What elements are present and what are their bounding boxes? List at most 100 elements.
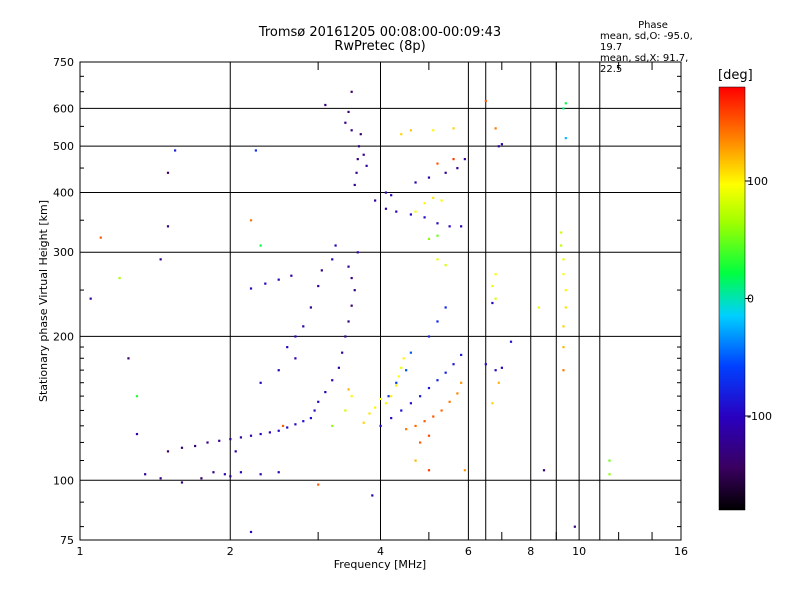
- phase-stats-o: mean, sd,O: -95.0, 19.7: [600, 31, 693, 53]
- x-axis: 1 2 4 6 8 10 16: [77, 62, 688, 558]
- data-point: [384, 402, 388, 405]
- data-point: [560, 244, 563, 247]
- data-point: [229, 475, 232, 478]
- y-tick-label: 500: [53, 140, 74, 153]
- data-point: [317, 483, 320, 486]
- x-tick-label: 2: [227, 545, 234, 558]
- data-point: [362, 421, 365, 424]
- y-axis-label: Stationary phase Virtual Height [km]: [37, 200, 50, 402]
- data-point: [135, 432, 139, 436]
- data-point: [320, 269, 323, 272]
- colorbar-ticks: 100 0 -100: [745, 175, 772, 423]
- data-point: [331, 258, 334, 261]
- data-point: [562, 107, 565, 110]
- data-point: [395, 210, 398, 213]
- data-point: [362, 153, 365, 156]
- data-point: [359, 133, 362, 136]
- data-point: [356, 158, 359, 161]
- data-point: [608, 459, 611, 462]
- data-point: [249, 219, 253, 222]
- title-line-1: Tromsø 20161205 00:08:00-00:09:43: [258, 25, 502, 40]
- data-point: [249, 434, 253, 437]
- data-point: [444, 171, 447, 174]
- data-point: [562, 346, 565, 349]
- data-point: [355, 171, 358, 174]
- data-point: [419, 441, 422, 444]
- data-point: [497, 145, 500, 148]
- data-point: [206, 441, 209, 444]
- phase-stats: Phase mean, sd,O: -95.0, 19.7 mean, sd,X…: [600, 20, 700, 75]
- y-tick-label: 100: [53, 474, 74, 487]
- data-point: [254, 149, 257, 152]
- colorbar-tick-label: -100: [747, 410, 772, 423]
- x-tick-label: 10: [572, 545, 586, 558]
- data-point: [302, 420, 305, 423]
- data-point: [234, 450, 237, 453]
- data-point: [259, 244, 262, 247]
- data-point: [562, 258, 565, 261]
- data-point: [277, 369, 280, 372]
- data-point: [229, 437, 232, 441]
- data-point: [562, 273, 565, 276]
- data-point: [347, 320, 350, 323]
- colorbar-tick-label: 0: [747, 293, 754, 306]
- data-point: [427, 237, 431, 241]
- data-point: [436, 258, 439, 261]
- data-point: [494, 297, 497, 300]
- data-point: [427, 434, 431, 437]
- data-point: [347, 388, 350, 391]
- data-point: [436, 379, 439, 382]
- data-point: [350, 129, 353, 132]
- data-point: [144, 473, 147, 476]
- data-point: [286, 426, 289, 429]
- data-point: [302, 325, 305, 328]
- data-point: [89, 297, 92, 300]
- data-point: [405, 369, 408, 372]
- data-point: [337, 366, 341, 369]
- data-point: [414, 181, 417, 184]
- data-point: [400, 366, 403, 369]
- data-point: [562, 325, 565, 328]
- data-point: [432, 415, 435, 418]
- y-axis: 75 100 200 300 400 500 600 750: [53, 56, 681, 547]
- data-point: [387, 395, 390, 398]
- data-point: [344, 121, 347, 124]
- data-point: [491, 301, 494, 305]
- data-point: [374, 406, 377, 409]
- y-tick-label: 600: [53, 102, 74, 115]
- title-line-2: RwPretec (8p): [334, 39, 426, 54]
- data-point: [397, 375, 400, 378]
- data-point: [440, 409, 443, 412]
- data-point: [309, 306, 312, 309]
- data-point: [281, 424, 285, 428]
- data-point: [452, 127, 455, 130]
- y-tick-label: 75: [60, 534, 74, 547]
- data-point: [324, 103, 327, 107]
- data-point: [608, 473, 611, 476]
- data-point: [317, 400, 320, 403]
- data-point: [456, 392, 459, 395]
- data-point: [491, 284, 494, 288]
- data-point: [309, 416, 312, 420]
- data-point: [374, 199, 377, 202]
- data-point: [286, 346, 289, 349]
- data-point: [562, 369, 565, 372]
- data-point: [334, 244, 337, 247]
- data-point: [460, 225, 463, 228]
- data-point: [456, 167, 459, 170]
- data-point: [344, 409, 347, 412]
- data-point: [159, 477, 162, 480]
- y-tick-label: 300: [53, 246, 74, 259]
- data-point: [200, 477, 203, 480]
- data-point: [509, 340, 513, 343]
- phase-stats-x: mean, sd,X: 91.7, 22.5: [600, 53, 689, 75]
- data-point: [444, 264, 447, 267]
- data-point: [347, 110, 350, 114]
- data-point: [118, 276, 121, 280]
- data-point: [259, 381, 262, 384]
- data-point: [353, 289, 356, 292]
- data-point: [212, 471, 215, 474]
- data-point: [409, 213, 412, 216]
- data-point: [427, 335, 431, 338]
